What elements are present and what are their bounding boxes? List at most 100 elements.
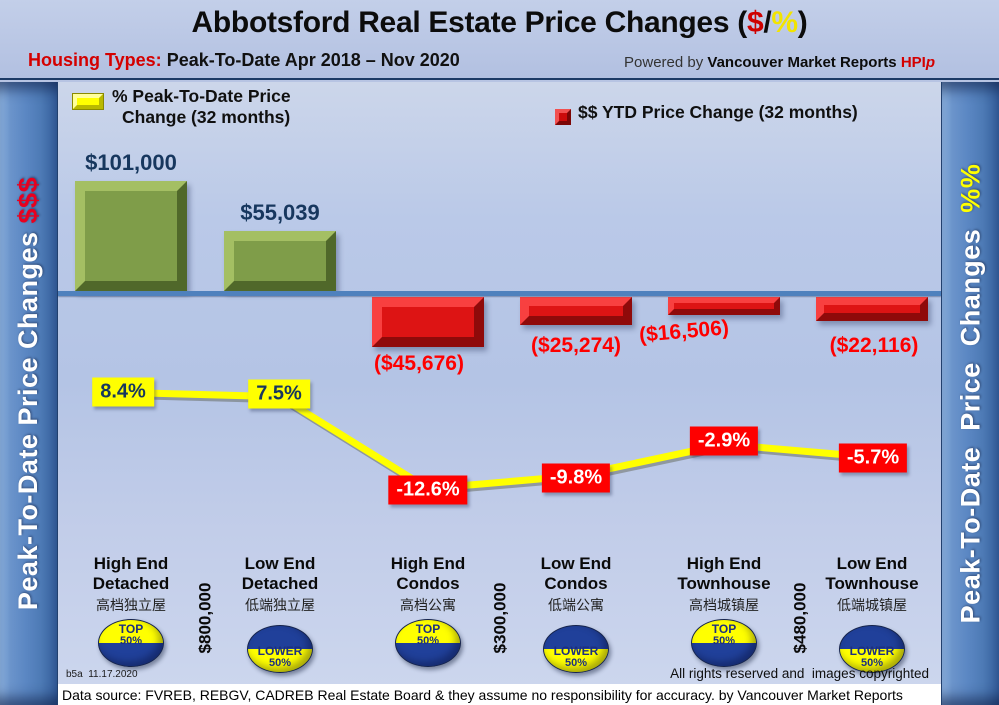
threshold-price-text: $480,000	[790, 582, 809, 654]
category-low-end-townhouse: Low End Townhouse 低端城镇屋 LOWER 50%	[797, 554, 947, 673]
bar-low-end-condos	[520, 297, 632, 325]
right-sidebar-percents: %%	[955, 163, 985, 213]
powered-prefix: Powered by	[624, 54, 708, 71]
left-sidebar-title: Peak-To-Date Price Changes $$$	[13, 177, 44, 610]
pct-legend-label: % Peak-To-Date Price Change (32 months)	[112, 86, 291, 128]
pct-line	[130, 389, 873, 493]
category-high-end-detached: High End Detached 高档独立屋 TOP 50%	[56, 554, 206, 667]
category-name-line2: Townhouse	[825, 574, 919, 593]
category-name-chinese: 高档城镇屋	[689, 597, 759, 613]
top-50-badge: TOP 50%	[98, 619, 164, 667]
housing-types-label: Housing Types:	[28, 50, 162, 70]
right-sidebar-title: Peak-To-Date Price Changes %%	[955, 164, 986, 624]
bar-low-end-townhouse	[816, 297, 928, 321]
powered-by: Powered by Vancouver Market Reports HPIp	[624, 54, 935, 71]
category-name-chinese: 低端独立屋	[245, 597, 315, 613]
title-slash: /	[763, 6, 772, 39]
threshold-price-text: $300,000	[490, 582, 509, 654]
badge-label-line2: 50%	[564, 657, 588, 669]
datasource-strip: Data source: FVREB, REBGV, CADREB Real E…	[58, 684, 941, 705]
right-sidebar-label: Peak-To-Date Price Changes	[955, 212, 985, 624]
category-name-line2: Condos	[396, 574, 460, 593]
header: Abbotsford Real Estate Price Changes ($/…	[0, 0, 999, 80]
pct-line-shadow	[132, 392, 875, 496]
threshold-price-text: $800,000	[195, 582, 214, 654]
right-sidebar: Peak-To-Date Price Changes %%	[941, 82, 999, 705]
usd-legend-swatch-icon	[555, 109, 571, 125]
pct-value-high-end-condos: -12.6%	[388, 475, 468, 505]
lower-50-badge: LOWER 50%	[839, 625, 905, 673]
category-name-chinese: 低端公寓	[548, 597, 604, 613]
title-close-paren: )	[797, 6, 808, 39]
bar-high-end-detached	[75, 181, 187, 291]
category-name-chinese: 高档独立屋	[96, 597, 166, 613]
category-name-line1: Low End	[244, 554, 316, 573]
brand-name: Vancouver Market Reports	[707, 54, 901, 71]
usd-legend-label: $$ YTD Price Change (32 months)	[578, 102, 858, 122]
subtitle-period: Peak-To-Date Apr 2018 – Nov 2020	[161, 50, 460, 70]
zero-baseline	[58, 291, 941, 296]
category-name-chinese: 高档公寓	[400, 597, 456, 613]
version-stamp: b5a 11.17.2020	[66, 669, 138, 680]
pct-value-low-end-detached: 7.5%	[248, 379, 310, 409]
title-percent-sign: %	[771, 6, 798, 39]
badge-label-line2: 50%	[860, 657, 884, 669]
lower-50-badge: LOWER 50%	[247, 625, 313, 673]
left-sidebar: Peak-To-Date Price Changes $$$	[0, 82, 58, 705]
threshold-price-1: $800,000	[145, 552, 265, 684]
title-dollar-sign: $	[746, 6, 764, 39]
top-50-badge: TOP 50%	[395, 619, 461, 667]
category-name-line1: High End	[93, 554, 169, 573]
subtitle: Housing Types: Peak-To-Date Apr 2018 – N…	[28, 50, 460, 71]
category-low-end-detached: Low End Detached 低端独立屋 LOWER 50%	[205, 554, 355, 673]
hpi-badge: HPI	[900, 54, 926, 71]
badge-label-line2: 50%	[119, 635, 143, 647]
top-50-badge: TOP 50%	[691, 619, 757, 667]
rights-notice: All rights reserved and images copyright…	[670, 666, 929, 681]
lower-50-badge: LOWER 50%	[543, 625, 609, 673]
badge-label-line1: LOWER	[553, 644, 599, 658]
pct-value-low-end-townhouse: -5.7%	[838, 443, 908, 473]
left-sidebar-dollars: $$$	[13, 176, 43, 224]
right-sidebar-text-wrap: Peak-To-Date Price Changes %%	[942, 82, 999, 705]
category-low-end-condos: Low End Condos 低端公寓 LOWER 50%	[501, 554, 651, 673]
bar-value-low-end-townhouse: ($22,116)	[829, 334, 919, 357]
left-sidebar-label: Peak-To-Date Price Changes	[13, 223, 43, 611]
plot-area: % Peak-To-Date Price Change (32 months) …	[58, 82, 941, 705]
pct-value-high-end-townhouse: -2.9%	[689, 426, 759, 456]
category-name-line1: High End	[686, 554, 762, 573]
category-name-line1: Low End	[540, 554, 612, 573]
badge-label-line1: TOP	[711, 622, 737, 636]
category-name-line2: Detached	[92, 574, 170, 593]
pct-legend-line1: % Peak-To-Date Price	[112, 86, 291, 106]
category-name-chinese: 低端城镇屋	[837, 597, 907, 613]
pct-legend-line2: Change (32 months)	[122, 107, 291, 127]
category-name-line1: High End	[390, 554, 466, 573]
badge-label-line1: TOP	[118, 622, 144, 636]
title-main: Abbotsford Real Estate Price Changes (	[191, 6, 748, 39]
hpi-badge-p: p	[925, 54, 935, 71]
bar-value-high-end-detached: $101,000	[85, 150, 177, 175]
badge-label-line1: LOWER	[257, 644, 303, 658]
datasource-text: Data source: FVREB, REBGV, CADREB Real E…	[62, 686, 903, 703]
pct-value-low-end-condos: -9.8%	[541, 463, 611, 493]
category-high-end-townhouse: High End Townhouse 高档城镇屋 TOP 50%	[649, 554, 799, 667]
bar-value-low-end-condos: ($25,274)	[531, 334, 621, 357]
badge-label-line2: 50%	[712, 635, 736, 647]
threshold-price-3: $480,000	[740, 552, 860, 684]
page-title: Abbotsford Real Estate Price Changes ($/…	[0, 6, 999, 40]
bar-high-end-townhouse	[668, 297, 780, 315]
threshold-price-2: $300,000	[440, 552, 560, 684]
pct-legend-swatch-icon	[72, 93, 104, 110]
bar-high-end-condos	[372, 297, 484, 347]
badge-label-line1: TOP	[415, 622, 441, 636]
bar-value-high-end-condos: ($45,676)	[374, 352, 464, 375]
pct-value-high-end-detached: 8.4%	[92, 377, 154, 407]
category-name-line2: Detached	[241, 574, 319, 593]
badge-label-line2: 50%	[416, 635, 440, 647]
left-sidebar-text-wrap: Peak-To-Date Price Changes $$$	[0, 82, 57, 705]
badge-label-line1: LOWER	[849, 644, 895, 658]
category-high-end-condos: High End Condos 高档公寓 TOP 50%	[353, 554, 503, 667]
category-name-line2: Townhouse	[677, 574, 771, 593]
